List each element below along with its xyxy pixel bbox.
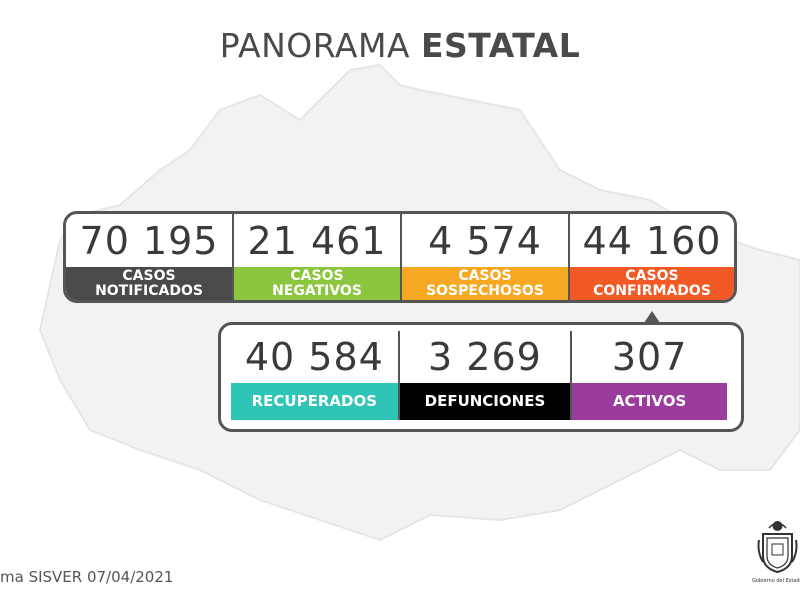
confirmed-breakdown-panel: 40 584 RECUPERADOS 3 269 DEFUNCIONES 307… xyxy=(218,322,744,432)
stat-recuperados: 40 584 RECUPERADOS xyxy=(231,331,400,420)
stat-label: CASOS SOSPECHOSOS xyxy=(402,267,568,300)
stat-casos-sospechosos: 4 574 CASOS SOSPECHOSOS xyxy=(402,214,570,300)
stat-label: RECUPERADOS xyxy=(231,383,398,420)
stat-value: 44 160 xyxy=(582,218,722,263)
stat-label: CASOS NEGATIVOS xyxy=(234,267,400,300)
stat-value: 40 584 xyxy=(244,335,384,379)
stat-casos-confirmados: 44 160 CASOS CONFIRMADOS xyxy=(570,214,734,300)
stat-casos-notificados: 70 195 CASOS NOTIFICADOS xyxy=(66,214,234,300)
stat-value: 21 461 xyxy=(247,218,387,263)
stat-label: CASOS CONFIRMADOS xyxy=(570,267,734,300)
pointer-arrow-icon xyxy=(644,311,660,323)
cases-summary-panel: 70 195 CASOS NOTIFICADOS 21 461 CASOS NE… xyxy=(63,211,737,303)
title-bold: ESTATAL xyxy=(420,26,581,65)
stat-label-line1: CASOS xyxy=(625,267,679,284)
stat-activos: 307 ACTIVOS xyxy=(572,331,727,420)
stat-value: 4 574 xyxy=(428,218,542,263)
stat-label-line2: NOTIFICADOS xyxy=(95,282,203,299)
emblem-caption: Gobierno del Estado xyxy=(752,578,800,584)
stat-label-line2: NEGATIVOS xyxy=(272,282,362,299)
page-title: PANORAMA ESTATAL xyxy=(0,26,800,65)
stat-value: 70 195 xyxy=(79,218,219,263)
stat-casos-negativos: 21 461 CASOS NEGATIVOS xyxy=(234,214,402,300)
state-seal-icon xyxy=(757,521,798,574)
stat-value: 307 xyxy=(611,335,688,379)
stat-label: DEFUNCIONES xyxy=(399,383,571,420)
stat-label-line2: CONFIRMADOS xyxy=(593,282,711,299)
stat-label-line1: CASOS xyxy=(290,267,344,284)
stat-value: 3 269 xyxy=(428,335,542,379)
stat-label: ACTIVOS xyxy=(572,383,727,420)
source-footer: ma SISVER 07/04/2021 xyxy=(0,568,174,586)
stat-label-line2: SOSPECHOSOS xyxy=(426,282,544,299)
stat-label-line1: CASOS xyxy=(122,267,176,284)
stat-defunciones: 3 269 DEFUNCIONES xyxy=(399,331,573,420)
title-light: PANORAMA xyxy=(219,26,421,65)
confirmed-breakdown-row: 40 584 RECUPERADOS 3 269 DEFUNCIONES 307… xyxy=(231,331,727,420)
stat-label: CASOS NOTIFICADOS xyxy=(66,267,232,300)
stat-label-line1: CASOS xyxy=(458,267,512,284)
